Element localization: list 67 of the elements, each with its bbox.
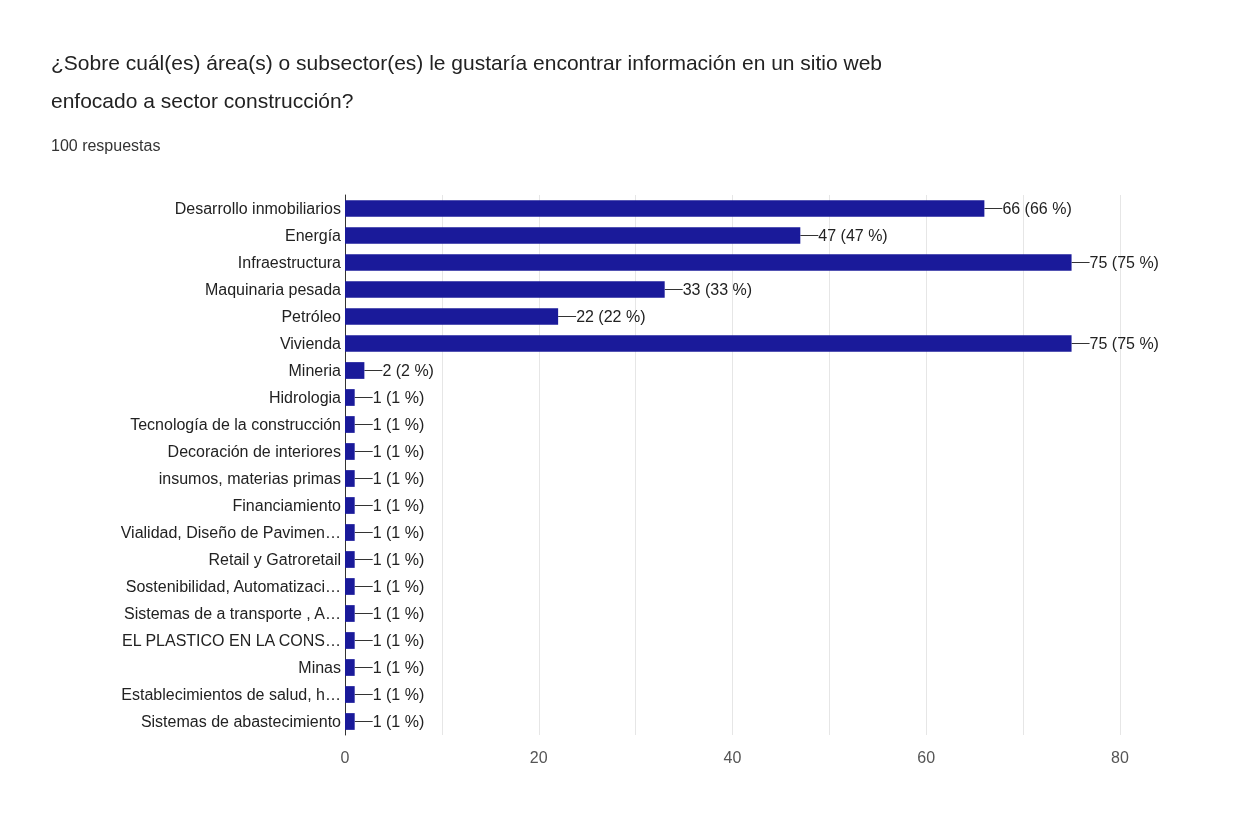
chart-title: ¿Sobre cuál(es) área(s) o subsector(es) le gustaría encontrar información en un sitio web enfocado a sector construcción? [51, 50, 888, 112]
data-label: 66 (66 %) [1002, 200, 1072, 217]
x-tick-label: 40 [723, 748, 742, 766]
y-tick-label: Mineria [288, 362, 342, 379]
y-tick-label: Retail y Gatroretail [208, 551, 341, 568]
bar [345, 686, 355, 703]
y-tick-label: Sistemas de abastecimiento [140, 713, 342, 730]
bar [345, 470, 355, 487]
text: 100 respuestas [51, 136, 161, 154]
data-label: 1 (1 %) [372, 497, 425, 514]
bar [345, 362, 365, 379]
bar [345, 389, 355, 406]
x-tick-label: 60 [917, 748, 936, 766]
y-tick-label: Establecimientos de salud, h… [121, 686, 341, 703]
bar [345, 497, 355, 514]
data-label: 47 (47 %) [818, 227, 888, 244]
data-label: 75 (75 %) [1089, 254, 1159, 271]
data-label: 1 (1 %) [372, 389, 425, 406]
data-label: 75 (75 %) [1089, 335, 1159, 352]
y-tick-label: Energía [284, 227, 342, 244]
data-label: 1 (1 %) [372, 470, 425, 487]
bar [345, 281, 665, 298]
bar [345, 443, 355, 460]
data-label: 1 (1 %) [372, 632, 425, 649]
x-tick-label: 80 [1111, 748, 1129, 766]
y-tick-label: Petróleo [281, 308, 342, 325]
y-tick-label: Desarrollo inmobiliarios [174, 200, 341, 217]
bar [345, 416, 355, 433]
y-tick-label: Financiamiento [232, 497, 342, 514]
data-label: 2 (2 %) [382, 362, 434, 379]
data-label: 1 (1 %) [372, 578, 425, 595]
y-tick-label: Infraestructura [237, 254, 342, 271]
data-label: 22 (22 %) [576, 308, 646, 325]
data-label: 33 (33 %) [682, 281, 753, 298]
x-tick-label: 0 [340, 748, 350, 766]
y-tick-label: insumos, materias primas [158, 470, 341, 487]
bar [345, 659, 355, 676]
data-label: 1 (1 %) [372, 605, 425, 622]
bar [345, 713, 355, 730]
bar [345, 578, 355, 595]
y-tick-label: Sistemas de a transporte , A… [124, 605, 341, 622]
y-tick-label: EL PLASTICO EN LA CONS… [121, 632, 341, 649]
bar [345, 335, 1072, 352]
y-tick-label: Vialidad, Diseño de Pavimen… [120, 524, 341, 541]
y-tick-label: Tecnología de la construcción [130, 416, 341, 433]
data-label: 1 (1 %) [372, 659, 425, 676]
y-tick-label: Sostenibilidad, Automatizaci… [125, 578, 341, 595]
data-label: 1 (1 %) [372, 551, 425, 568]
data-label: 1 (1 %) [372, 524, 425, 541]
y-tick-label: Minas [298, 659, 341, 676]
data-label: 1 (1 %) [372, 416, 425, 433]
data-label: 1 (1 %) [372, 713, 425, 730]
y-tick-label: Vivienda [279, 335, 342, 352]
bar [345, 605, 355, 622]
bar [345, 227, 801, 244]
y-tick-label: Decoración de interiores [167, 443, 341, 460]
y-tick-label: Maquinaria pesada [204, 281, 342, 298]
x-tick-label: 20 [529, 748, 548, 766]
bar [345, 308, 559, 325]
bar [345, 524, 355, 541]
data-label: 1 (1 %) [372, 443, 425, 460]
bar [345, 551, 355, 568]
data-label: 1 (1 %) [372, 686, 425, 703]
y-tick-label: Hidrologia [268, 389, 342, 406]
bar [345, 632, 355, 649]
bar [345, 254, 1072, 271]
bar [345, 200, 985, 217]
